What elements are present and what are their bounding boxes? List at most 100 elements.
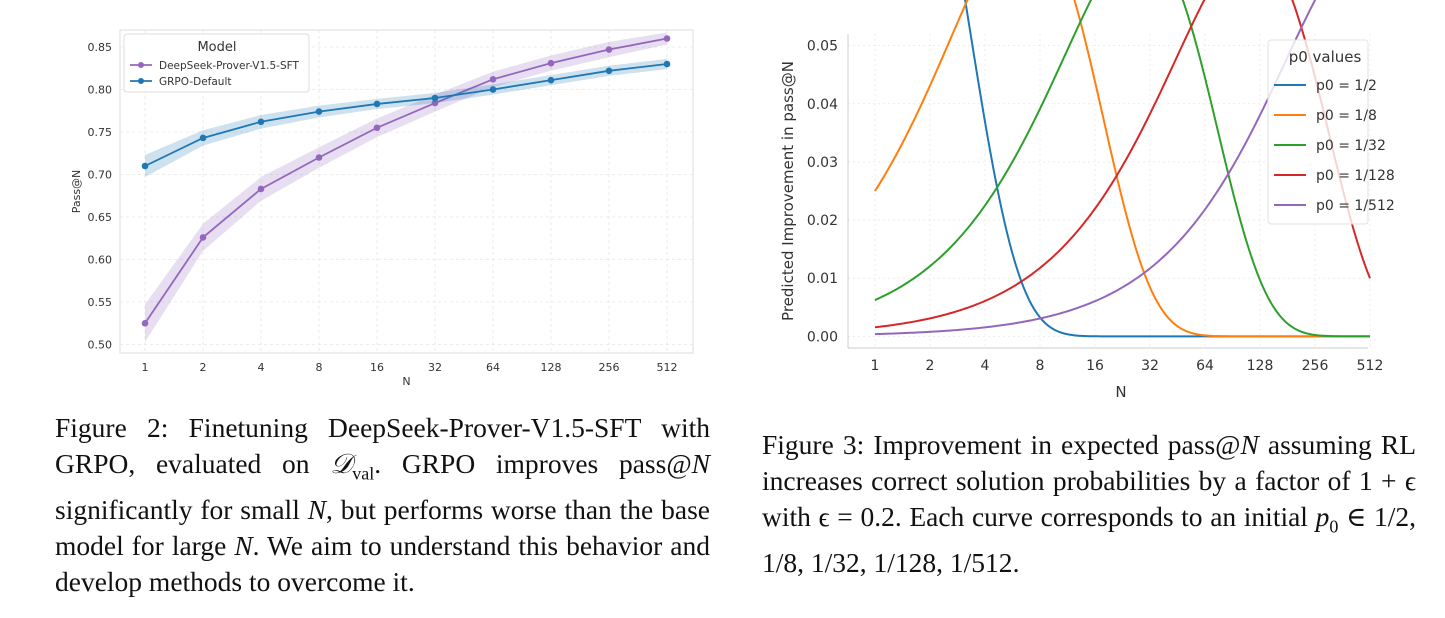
x-tick-label: 4 — [258, 361, 265, 374]
caption-text: with — [762, 501, 819, 532]
data-point — [547, 76, 555, 84]
caption-math: ϵ = 0.2 — [818, 501, 895, 532]
data-point — [199, 134, 207, 142]
legend-label: GRPO-Default — [159, 76, 231, 88]
caption-math: N — [234, 529, 253, 561]
legend-label: p0 = 1/8 — [1316, 108, 1377, 124]
caption-text: . GRPO improves pass@ — [374, 448, 692, 479]
figure-2-chart: 0.50 0.55 0.60 0.65 0.70 0.75 0.80 0.85 1 2 4 8 16 32… — [70, 29, 694, 388]
caption-math: 1 + ϵ — [1358, 465, 1416, 496]
x-tick-label: 512 — [657, 361, 678, 374]
series-line — [874, 0, 1370, 338]
x-tick-label: 32 — [1141, 358, 1159, 374]
x-tick-label: 32 — [428, 361, 442, 374]
data-point — [605, 46, 613, 53]
data-point — [373, 100, 381, 108]
caption-text: assuming RL increases correct solution p… — [762, 429, 1417, 496]
x-tick-label: 16 — [1086, 358, 1104, 374]
data-point — [257, 185, 265, 193]
caption-math: N — [1240, 429, 1259, 460]
data-point — [663, 60, 671, 68]
data-point — [547, 59, 555, 67]
figure-3-chart: 0.00 0.01 0.02 0.03 0.04 0.05 1 2 4 8 16 32 64 128 256… — [779, 0, 1395, 401]
legend-label: DeepSeek-Prover-V1.5-SFT — [159, 60, 299, 72]
y-tick-label: 0.70 — [88, 169, 113, 182]
data-point — [489, 86, 497, 93]
x-tick-label: 512 — [1357, 358, 1384, 374]
data-point — [373, 124, 381, 132]
y-tick-label: 0.01 — [807, 271, 838, 287]
x-tick-label: 64 — [486, 361, 500, 374]
y-tick-label: 0.03 — [807, 155, 838, 171]
x-tick-label: 256 — [1302, 358, 1329, 374]
caption-text: . Each curve corresponds to an initial — [894, 501, 1316, 532]
x-tick-label: 8 — [316, 361, 323, 374]
series-line — [144, 37, 668, 324]
x-tick-label: 128 — [541, 361, 562, 374]
legend-title: Model — [197, 40, 236, 55]
data-point — [141, 319, 149, 327]
caption-math-sub: 0 — [1329, 516, 1339, 537]
x-tick-label: 128 — [1247, 358, 1274, 374]
caption-text: significantly for small — [55, 493, 308, 525]
caption-math: 𝒟 — [330, 448, 353, 479]
legend-box — [123, 33, 310, 93]
y-tick-label: 0.80 — [88, 84, 113, 97]
y-tick-label: 0.50 — [88, 339, 113, 352]
y-axis-label: Pass@N — [70, 170, 83, 214]
legend-label: p0 = 1/128 — [1316, 168, 1395, 184]
x-tick-label: 2 — [926, 358, 935, 374]
y-axis-label: Predicted Improvement in pass@N — [779, 61, 797, 321]
caption-math: N — [691, 448, 710, 479]
data-point — [605, 67, 613, 75]
y-tick-label: 0.02 — [807, 213, 838, 229]
series-line — [874, 0, 1370, 338]
figure-3-caption: Figure 3: Improvement in expected pass@N… — [762, 427, 1416, 581]
confidence-band — [145, 32, 667, 342]
caption-text: Figure 3: Improvement in expected pass@ — [762, 429, 1241, 460]
y-tick-label: 0.55 — [88, 296, 113, 309]
x-tick-label: 2 — [200, 361, 207, 374]
y-tick-label: 0.60 — [88, 254, 113, 267]
data-point — [431, 99, 439, 107]
data-point — [141, 162, 149, 170]
legend-marker — [138, 78, 144, 84]
data-point — [431, 94, 439, 102]
x-tick-label: 64 — [1196, 358, 1214, 374]
legend-box — [1267, 39, 1369, 225]
caption-text: Figure 2: Finetuning DeepSeek-Prover-V1.… — [55, 412, 710, 479]
legend-label: p0 = 1/2 — [1316, 78, 1377, 94]
legend-title: p0 values — [1289, 48, 1362, 66]
caption-text: , but performs worse than the base model… — [55, 493, 710, 561]
caption-math: ∈ 1/2, 1/8, 1/32, 1/128, 1/512 — [762, 501, 1416, 578]
y-tick-label: 0.65 — [88, 211, 113, 224]
caption-text: . — [1012, 546, 1020, 578]
x-axis-label: N — [402, 375, 410, 388]
data-point — [663, 35, 671, 42]
x-tick-label: 1 — [142, 361, 149, 374]
caption-math: p — [1315, 501, 1330, 532]
caption-text: . We aim to understand this behavior and… — [55, 529, 711, 597]
data-point — [489, 76, 497, 83]
data-point — [315, 108, 323, 115]
x-tick-label: 4 — [981, 358, 990, 374]
y-tick-label: 0.05 — [807, 39, 838, 55]
y-tick-label: 0.00 — [807, 329, 838, 345]
x-tick-label: 8 — [1036, 358, 1045, 374]
legend-label: p0 = 1/32 — [1316, 138, 1386, 154]
caption-math-sub: val — [352, 463, 375, 484]
x-axis-label: N — [1115, 383, 1126, 401]
y-tick-label: 0.75 — [88, 126, 113, 139]
data-point — [315, 154, 323, 161]
data-point — [199, 234, 207, 241]
y-tick-label: 0.04 — [807, 97, 838, 113]
data-point — [257, 118, 265, 126]
caption-math: N — [307, 493, 327, 525]
x-tick-label: 1 — [871, 358, 880, 374]
legend-marker — [138, 62, 144, 68]
series-line — [874, 0, 1371, 329]
series-line — [144, 63, 668, 167]
x-tick-label: 256 — [599, 361, 620, 374]
y-tick-label: 0.85 — [88, 41, 113, 54]
legend-label: p0 = 1/512 — [1316, 198, 1395, 214]
